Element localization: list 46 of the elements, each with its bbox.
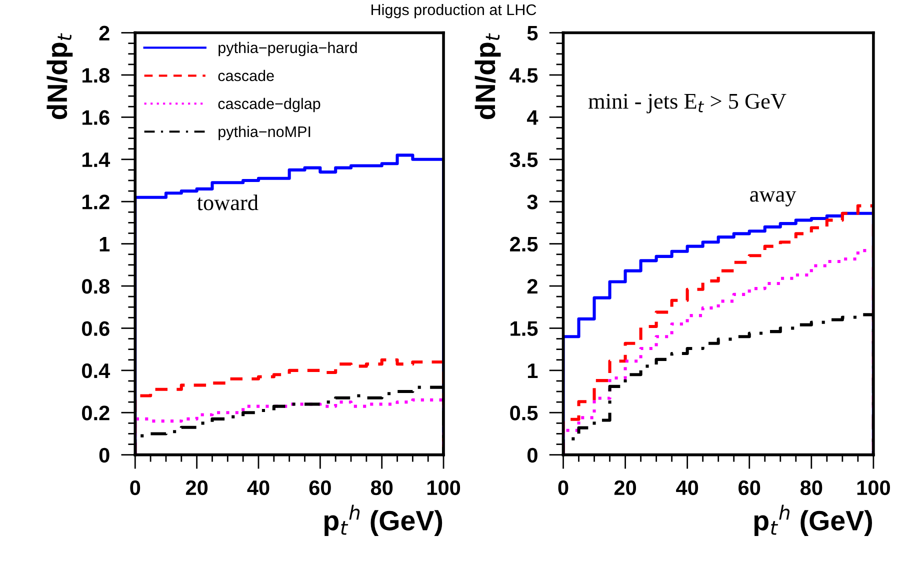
annotation: away xyxy=(750,191,796,206)
y-tick-label: 0.2 xyxy=(82,406,110,420)
y-tick-label: 4 xyxy=(526,110,538,125)
x-tick-label: 20 xyxy=(614,480,636,496)
x-tick-label: 80 xyxy=(370,480,393,496)
y-tick-label: 4.5 xyxy=(510,68,538,83)
x-tick-label: 80 xyxy=(800,480,822,496)
y-tick-label: 0.4 xyxy=(82,363,110,378)
x-tick-label: 100 xyxy=(857,480,890,496)
y-tick-label: 0 xyxy=(99,448,110,463)
y-tick-label: 1 xyxy=(528,364,538,378)
y-tick-label: 0.5 xyxy=(510,406,538,420)
y-tick-label: 3.5 xyxy=(510,152,538,168)
x-tick-label: 60 xyxy=(309,480,331,496)
x-axis-title: p$_{t}$$^{h}$ (GeV) xyxy=(324,504,442,536)
y-tick-label: 3 xyxy=(527,194,538,210)
x-tick-label: 0 xyxy=(130,480,140,496)
x-tick-label: 40 xyxy=(676,480,698,496)
y-tick-label: 0.6 xyxy=(82,321,110,336)
x-tick-label: 20 xyxy=(186,480,208,496)
y-tick-label: 5 xyxy=(527,26,538,41)
annotation: mini - jets E$_{t}$ > 5 GeV xyxy=(588,94,786,114)
y-tick-label: 1.5 xyxy=(510,321,538,336)
y-tick-label: 2.5 xyxy=(510,236,538,252)
y-tick-label: 2 xyxy=(527,279,538,294)
legend-label: pythia−noMPI xyxy=(218,126,310,140)
y-tick-label: 1.4 xyxy=(82,152,110,167)
y-tick-label: 0 xyxy=(527,448,538,463)
y-tick-label: 2 xyxy=(99,26,110,40)
annotation: toward xyxy=(197,194,258,210)
legend-label: pythia−perugia−hard xyxy=(218,42,357,56)
x-axis-title: p$_{t}$$^{h}$ (GeV) xyxy=(754,504,872,536)
y-tick-label: 1.6 xyxy=(82,110,110,125)
y-tick-label: 1.8 xyxy=(82,68,110,83)
legend-label: cascade−dglap xyxy=(218,98,320,112)
x-tick-label: 100 xyxy=(427,480,460,496)
legend-label: cascade xyxy=(218,70,274,82)
y-tick-label: 1.2 xyxy=(82,194,110,210)
y-tick-label: 0.8 xyxy=(82,279,110,294)
x-tick-label: 40 xyxy=(247,480,270,496)
y-tick-label: 1 xyxy=(100,237,110,252)
y-axis-title: dN/dp$_{t}$ xyxy=(46,33,73,120)
x-tick-label: 0 xyxy=(558,480,568,496)
y-axis-title: dN/dp$_{t}$ xyxy=(474,33,501,120)
x-tick-label: 60 xyxy=(738,480,760,496)
chart-title: Higgs production at LHC xyxy=(372,4,536,18)
